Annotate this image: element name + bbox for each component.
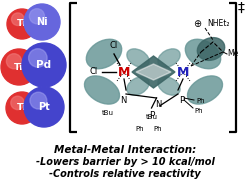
Circle shape	[1, 49, 37, 85]
Text: M: M	[176, 66, 188, 78]
Polygon shape	[132, 56, 174, 88]
Ellipse shape	[196, 38, 224, 60]
Text: Cl: Cl	[90, 67, 98, 77]
Circle shape	[12, 13, 24, 26]
Polygon shape	[136, 64, 170, 80]
Text: tBu: tBu	[145, 114, 157, 120]
Circle shape	[6, 92, 38, 124]
Text: tBu: tBu	[102, 110, 114, 116]
Text: -Lowers barrier by > 10 kcal/mol: -Lowers barrier by > 10 kcal/mol	[36, 157, 214, 167]
Text: NHEt₂: NHEt₂	[206, 19, 229, 28]
Ellipse shape	[126, 49, 148, 67]
Circle shape	[29, 9, 44, 24]
Text: P: P	[148, 111, 154, 120]
Ellipse shape	[126, 77, 148, 95]
Circle shape	[24, 4, 60, 40]
Circle shape	[28, 49, 47, 67]
Text: Metal-Metal Interaction:: Metal-Metal Interaction:	[54, 145, 195, 155]
Text: N: N	[119, 96, 126, 105]
Text: Ph: Ph	[195, 98, 204, 104]
Circle shape	[22, 43, 66, 87]
Ellipse shape	[86, 39, 121, 69]
Ellipse shape	[187, 76, 222, 104]
Text: Ti: Ti	[14, 63, 24, 71]
Text: Ph: Ph	[135, 126, 143, 132]
Ellipse shape	[84, 76, 119, 104]
Text: Ti: Ti	[17, 104, 26, 112]
Ellipse shape	[157, 77, 180, 95]
Text: ⊕: ⊕	[192, 19, 200, 29]
Ellipse shape	[184, 39, 220, 69]
Circle shape	[6, 54, 22, 69]
Text: Ph: Ph	[152, 126, 161, 132]
Circle shape	[30, 92, 46, 109]
Text: Ph: Ph	[193, 108, 202, 114]
Text: -Controls relative reactivity: -Controls relative reactivity	[49, 169, 200, 179]
Text: P: P	[178, 96, 184, 105]
Text: Ti: Ti	[17, 19, 26, 29]
Text: M: M	[117, 66, 130, 78]
Circle shape	[7, 9, 37, 39]
Circle shape	[11, 96, 24, 110]
Text: Pt: Pt	[38, 102, 50, 112]
Ellipse shape	[157, 49, 180, 67]
Text: ‡: ‡	[237, 1, 244, 15]
Text: Cl: Cl	[110, 41, 118, 50]
Text: Pd: Pd	[36, 60, 51, 70]
Text: Ni: Ni	[36, 17, 48, 27]
Circle shape	[24, 87, 64, 127]
Text: Me: Me	[226, 50, 237, 59]
Text: N: N	[155, 100, 161, 109]
